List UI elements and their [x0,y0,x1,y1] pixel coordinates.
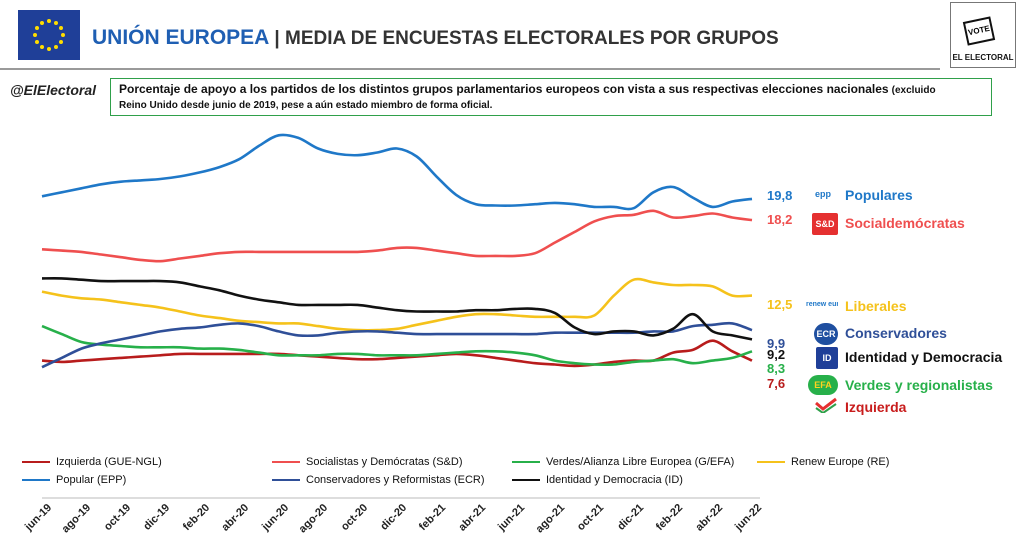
subtitle-box: Porcentaje de apoyo a los partidos de lo… [110,78,992,116]
party-name-sd: Socialdemócratas [845,215,965,231]
id-logo-icon: ID [816,347,838,369]
legend-item-ecr: Conservadores y Reformistas (ECR) [272,474,485,486]
series-line-renew [41,277,753,332]
end-value-id: 9,2 [767,347,786,362]
greens-efa-logo-icon: EFA [808,375,838,395]
party-name-renew: Liberales [845,298,907,314]
epp-logo-icon: epp [808,185,838,203]
author-handle: @ElElectoral [10,82,97,98]
legend-item-left: Izquierda (GUE-NGL) [22,456,162,468]
series-line-sd [41,209,753,263]
legend-item-renew: Renew Europe (RE) [757,456,889,468]
party-name-epp: Populares [845,187,913,203]
header: UNIÓN EUROPEA | MEDIA DE ENCUESTAS ELECT… [0,0,1024,76]
subtitle-note: Reino Unido desde junio de 2019, pese a … [119,100,493,111]
party-name-ecr: Conservadores [845,325,947,341]
legend-label-left: Izquierda (GUE-NGL) [56,456,162,468]
line-chart [41,133,760,499]
end-value-renew: 12,5 [767,297,793,312]
end-value-epp: 19,8 [767,188,793,203]
end-value-left: 7,6 [767,376,786,391]
legend-swatch-id [512,479,540,482]
logo-brand-text: EL ELECTORAL [952,53,1014,62]
end-value-sd: 18,2 [767,212,793,227]
page-title: UNIÓN EUROPEA | MEDIA DE ENCUESTAS ELECT… [92,26,779,50]
legend-swatch-left [22,461,50,464]
legend-item-id: Identidad y Democracia (ID) [512,474,683,486]
ballot-box-icon: VOTE [962,16,996,46]
legend-swatch-sd [272,461,300,464]
end-value-greens: 8,3 [767,361,786,376]
el-electoral-logo: VOTE EL ELECTORAL [950,2,1016,68]
party-name-greens: Verdes y regionalistas [845,377,993,393]
title-region: UNIÓN EUROPEA [92,26,269,49]
party-name-id: Identidad y Democracia [845,349,1003,365]
renew-europe-logo-icon: renew europe. [806,296,838,314]
series-line-epp [41,133,753,211]
legend-swatch-renew [757,461,785,464]
legend-label-renew: Renew Europe (RE) [791,456,890,468]
legend-swatch-ecr [272,479,300,482]
legend-label-greens: Verdes/Alianza Libre Europea (G/EFA) [546,456,735,468]
ecr-logo-icon: ECR [814,323,838,345]
title-topic: | MEDIA DE ENCUESTAS ELECTORALES POR GRU… [274,28,779,49]
sd-logo-icon: S&D [812,213,838,235]
legend-label-epp: Popular (EPP) [56,474,127,486]
legend-label-sd: Socialistas y Demócratas (S&D) [306,456,463,468]
subtitle-main: Porcentaje de apoyo a los partidos de lo… [119,82,889,96]
legend-swatch-greens [512,461,540,464]
legend-label-ecr: Conservadores y Reformistas (ECR) [306,474,485,486]
series-line-greens [41,324,753,367]
end-value-ecr: 9,9 [767,336,786,351]
subtitle-note-start: (excluido [891,85,936,96]
eu-flag-icon [18,10,80,60]
legend-label-id: Identidad y Democracia (ID) [546,474,683,486]
party-name-left: Izquierda [845,399,907,415]
legend-item-sd: Socialistas y Demócratas (S&D) [272,456,463,468]
legend-item-epp: Popular (EPP) [22,474,126,486]
legend-item-greens: Verdes/Alianza Libre Europea (G/EFA) [512,456,734,468]
legend-swatch-epp [22,479,50,482]
series-line-id [41,277,753,341]
left-logo-icon [814,397,838,413]
header-divider [0,68,940,70]
